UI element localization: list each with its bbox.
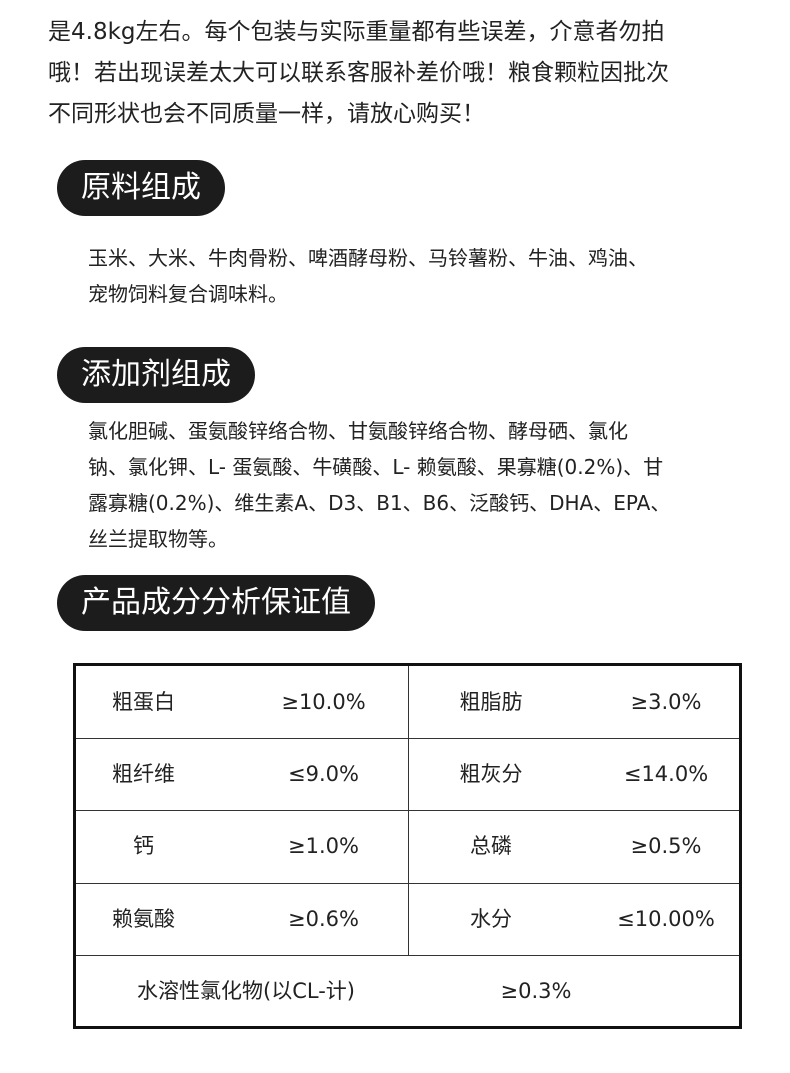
section-line: 钠、氯化钾、L- 蛋氨酸、牛磺酸、L- 赖氨酸、果寡糖(0.2%)、甘 [88, 455, 664, 479]
cell-label: 粗蛋白 [112, 690, 175, 714]
row-line [76, 955, 739, 956]
section-line: 玉米、大米、牛肉骨粉、啤酒酵母粉、马铃薯粉、牛油、鸡油、 [88, 246, 648, 270]
cell-value: ≥0.5% [630, 834, 702, 858]
cell-label: 粗脂肪 [459, 690, 523, 714]
cell-label: 粗灰分 [459, 762, 523, 786]
table: 粗蛋白 ≥10.0% 粗脂肪 ≥3.0% 粗纤维 ≤9.0% 粗灰分 ≤14.0% 钙 ≥1.0%… [73, 663, 742, 1029]
cell-label: 水溶性氯化物(以CL-计) [137, 979, 355, 1003]
cell-value: ≤10.00% [617, 907, 715, 931]
section-line: 露寡糖(0.2%)、维生素A、D3、B1、B6、泛酸钙、DHA、EPA、 [88, 491, 671, 515]
cell-label: 总磷 [470, 834, 512, 858]
row-line [76, 810, 739, 811]
cell-value: ≥1.0% [288, 834, 359, 858]
intro-line: 是4.8kg左右。每个包装与实际重量都有些误差，介意者勿拍 [48, 19, 665, 45]
section-line: 氯化胆碱、蛋氨酸锌络合物、甘氨酸锌络合物、酵母硒、氯化 [88, 419, 628, 443]
cell-label: 水分 [470, 907, 512, 931]
intro-line: 不同形状也会不同质量一样，请放心购买！ [48, 101, 485, 127]
section-title: 添加剂组成 [57, 347, 255, 403]
cell-value: ≥3.0% [630, 690, 702, 714]
intro-line: 哦！若出现误差太大可以联系客服补差价哦！粮食颗粒因批次 [48, 60, 669, 86]
section-line: 宠物饲料复合调味料。 [88, 282, 288, 306]
row-line [76, 738, 739, 739]
cell-label: 钙 [133, 834, 154, 858]
cell-label: 粗纤维 [112, 762, 175, 786]
col-line [408, 666, 409, 956]
cell-value: ≥0.3% [500, 979, 572, 1003]
cell-value: ≤14.0% [623, 762, 709, 786]
section-title: 原料组成 [57, 160, 225, 216]
row-line [76, 883, 739, 884]
cell-label: 赖氨酸 [112, 907, 175, 931]
section-line: 丝兰提取物等。 [88, 527, 228, 551]
table-title: 产品成分分析保证值 [57, 575, 375, 631]
cell-value: ≥0.6% [288, 907, 359, 931]
cell-value: ≥10.0% [281, 690, 366, 714]
cell-value: ≤9.0% [288, 762, 359, 786]
